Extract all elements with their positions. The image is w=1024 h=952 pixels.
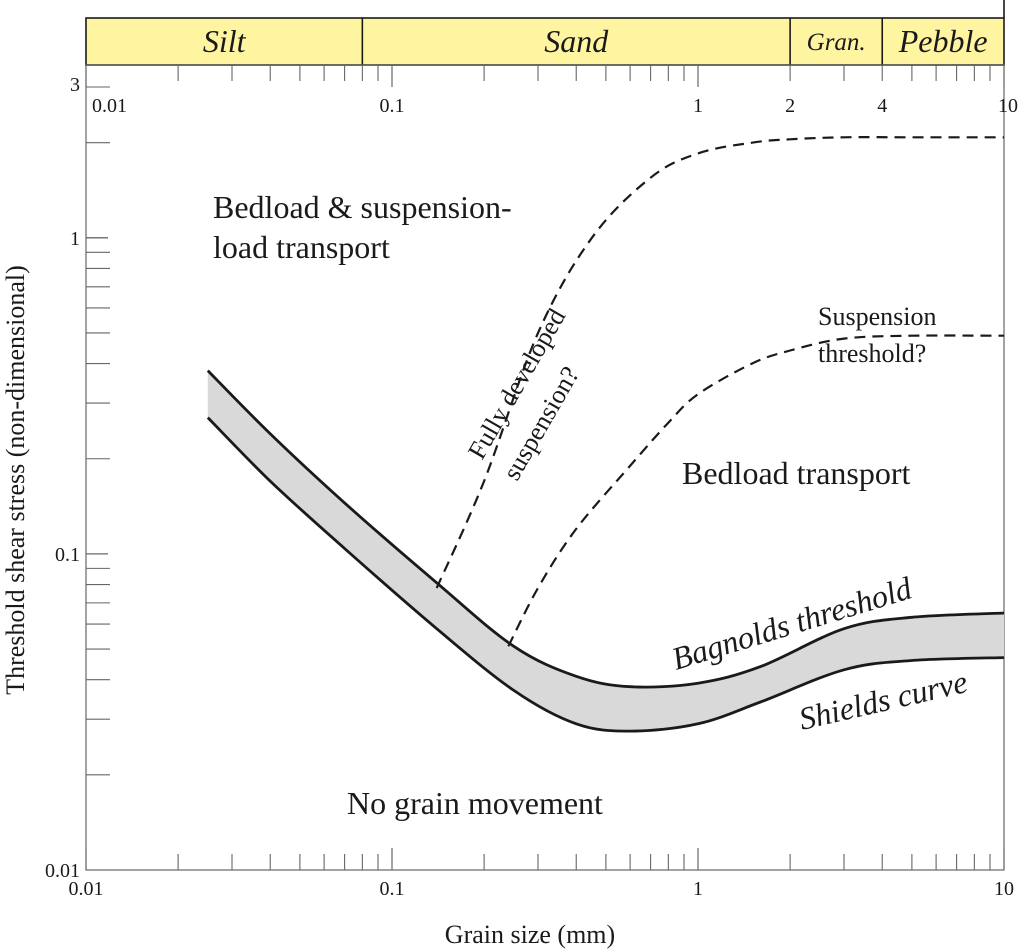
axis-ticks bbox=[85, 65, 1005, 871]
x-tick-label: 0.01 bbox=[69, 878, 104, 900]
series-fully-developed-suspension-line bbox=[435, 136, 1004, 589]
bedload-suspension-label-line2: load transport bbox=[213, 229, 390, 265]
grain-size-class-bar: Silt Sand Gran. Pebble bbox=[85, 0, 1005, 66]
plot-frame bbox=[85, 64, 1005, 871]
y-tick-label: 1 bbox=[70, 228, 80, 250]
y-axis-title: Threshold shear stress (non-dimensional) bbox=[1, 265, 30, 695]
bedload-suspension-label-line1: Bedload & suspension- bbox=[213, 189, 512, 225]
suspension-threshold-label-line2: threshold? bbox=[818, 339, 926, 368]
top-x-tick-label: 0.01 bbox=[92, 95, 127, 117]
grade-label-gran: Gran. bbox=[807, 29, 866, 56]
x-axis-title: Grain size (mm) bbox=[445, 920, 615, 949]
grade-bar-background bbox=[85, 17, 1005, 66]
y-tick-label: 0.1 bbox=[55, 544, 80, 566]
top-x-tick-label: 2 bbox=[785, 95, 795, 117]
y-tick-label: 0.01 bbox=[45, 860, 80, 882]
bedload-transport-label: Bedload transport bbox=[682, 455, 911, 491]
series-bagnolds-threshold-line bbox=[206, 369, 1005, 689]
threshold-band-fill bbox=[207, 370, 1005, 732]
curves-layer bbox=[206, 136, 1005, 733]
plot-border bbox=[85, 64, 1005, 871]
top-x-tick-label: 1 bbox=[693, 95, 703, 117]
no-grain-movement-label: No grain movement bbox=[347, 785, 603, 821]
x-tick-label: 10 bbox=[994, 878, 1014, 900]
top-x-tick-label: 0.1 bbox=[380, 95, 405, 117]
series-shields-curve-line bbox=[206, 416, 1005, 733]
top-x-tick-label: 4 bbox=[877, 95, 887, 117]
x-tick-label: 0.1 bbox=[380, 878, 405, 900]
tick-labels: 0.01 0.1 1 10 0.01 0.1 1 2 4 10 0.01 0.1 1 3 bbox=[45, 74, 1018, 900]
suspension-threshold-label-line1: Suspension bbox=[818, 302, 936, 331]
y-tick-label: 3 bbox=[70, 74, 80, 96]
top-x-tick-label: 10 bbox=[998, 95, 1018, 117]
grade-label-sand: Sand bbox=[544, 23, 609, 59]
grade-label-silt: Silt bbox=[203, 23, 247, 59]
grade-label-pebble: Pebble bbox=[898, 23, 988, 59]
series-suspension-threshold-line bbox=[507, 334, 1005, 647]
threshold-band bbox=[207, 370, 1005, 732]
x-tick-label: 1 bbox=[693, 878, 703, 900]
